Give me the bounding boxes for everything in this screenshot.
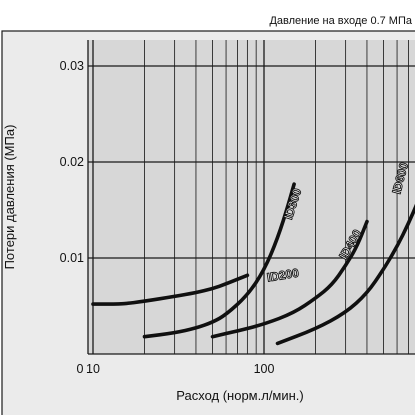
x-axis-label: Расход (норм.л/мин.)	[176, 388, 304, 403]
curves	[91, 182, 415, 346]
y-tick-label-0.01: 0.01	[60, 251, 84, 265]
x-origin-label: 0	[77, 362, 84, 376]
series-curve-id300	[142, 182, 296, 339]
series-curve-id200	[91, 273, 250, 306]
series-label-id200: ID200	[266, 266, 300, 285]
series-curve-id400	[210, 219, 369, 339]
plot-area	[88, 40, 415, 354]
y-tick-label-0.03: 0.03	[60, 59, 84, 73]
x-tick-label-10: 10	[86, 362, 100, 376]
x-tick-label-100: 100	[254, 362, 275, 376]
series-curve-id600	[275, 203, 415, 346]
y-tick-label-0.02: 0.02	[60, 155, 84, 169]
inlet-pressure-caption: Давление на входе 0.7 МПа	[269, 15, 412, 27]
grid	[87, 40, 415, 355]
tick-labels: 10100100000.010.020.03	[60, 59, 275, 376]
y-axis-label: Потери давления (МПа)	[2, 125, 17, 270]
